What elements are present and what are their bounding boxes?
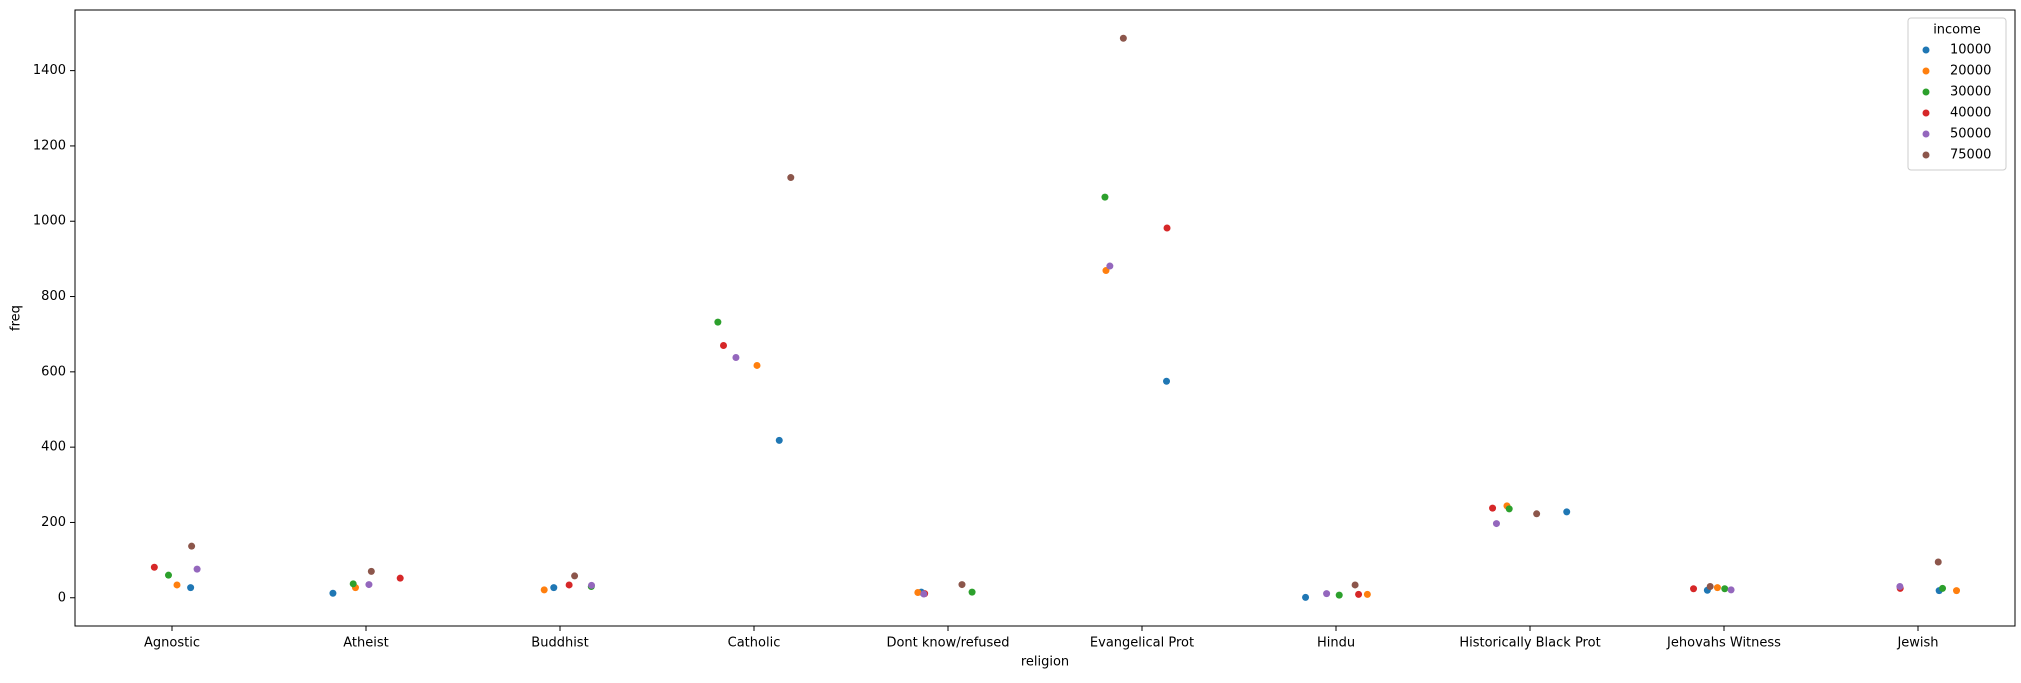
x-axis-label: religion <box>1021 655 1069 670</box>
point <box>1163 377 1171 385</box>
legend-label: 30000 <box>1950 85 1991 100</box>
point <box>714 318 722 326</box>
x-tick-label: Jehovahs Witness <box>1666 636 1781 651</box>
y-tick-label: 600 <box>41 364 66 379</box>
point <box>1505 505 1513 513</box>
point <box>914 588 922 596</box>
point <box>329 589 337 597</box>
point <box>365 581 373 589</box>
legend-marker <box>1922 130 1930 138</box>
point <box>732 354 740 362</box>
x-tick-label: Catholic <box>728 636 781 651</box>
point <box>1721 585 1729 593</box>
point <box>1690 585 1698 593</box>
x-tick-label: Evangelical Prot <box>1090 636 1194 651</box>
x-tick-label: Historically Black Prot <box>1459 636 1600 651</box>
point <box>1163 224 1171 232</box>
point <box>1323 590 1331 598</box>
point <box>1101 193 1109 201</box>
legend-marker <box>1922 67 1930 75</box>
point <box>187 584 195 592</box>
point <box>1934 558 1942 566</box>
x-tick-label: Hindu <box>1317 636 1355 651</box>
point <box>1713 584 1721 592</box>
x-tick-label: Jewish <box>1896 636 1938 651</box>
point <box>349 580 357 588</box>
legend-label: 50000 <box>1950 127 1991 142</box>
y-tick-label: 800 <box>41 289 66 304</box>
legend-marker <box>1922 109 1930 117</box>
legend-marker <box>1922 46 1930 54</box>
point <box>1119 34 1127 42</box>
point <box>1563 508 1571 516</box>
point <box>565 581 573 589</box>
point <box>720 341 728 349</box>
legend-label: 40000 <box>1950 106 1991 121</box>
point <box>550 584 558 592</box>
plot-frame <box>74 9 2016 627</box>
point <box>1727 586 1735 594</box>
x-tick-label: Atheist <box>343 636 388 651</box>
x-tick-label: Agnostic <box>144 636 200 651</box>
x-tick-label: Buddhist <box>531 636 588 651</box>
point <box>1489 504 1497 512</box>
point <box>1335 591 1343 599</box>
point <box>1533 510 1541 518</box>
y-tick-label: 0 <box>58 590 66 605</box>
legend-marker <box>1922 88 1930 96</box>
y-tick-label: 200 <box>41 515 66 530</box>
point <box>193 565 201 573</box>
x-tick-label: Dont know/refused <box>886 636 1009 651</box>
point <box>1953 587 1961 595</box>
y-tick-label: 1000 <box>33 214 66 229</box>
legend-label: 75000 <box>1950 148 1991 163</box>
point <box>571 572 579 580</box>
point <box>1355 590 1363 598</box>
y-tick-label: 1400 <box>33 63 66 78</box>
point <box>787 174 795 182</box>
point <box>540 586 548 594</box>
point <box>1302 593 1310 601</box>
legend-marker <box>1922 151 1930 159</box>
point <box>588 581 596 589</box>
legend-title: income <box>1933 23 1981 38</box>
point <box>188 542 196 550</box>
point <box>164 571 172 579</box>
point <box>367 567 375 575</box>
point <box>1351 581 1359 589</box>
point <box>968 588 976 596</box>
point <box>1492 520 1500 528</box>
point <box>1363 590 1371 598</box>
point <box>1706 582 1714 590</box>
point <box>775 436 783 444</box>
legend-box <box>1907 17 2007 171</box>
y-axis-label: freq <box>9 305 24 331</box>
y-tick-label: 400 <box>41 440 66 455</box>
point <box>958 581 966 589</box>
y-tick-label: 1200 <box>33 138 66 153</box>
point <box>150 563 158 571</box>
point <box>920 590 928 598</box>
legend-label: 20000 <box>1950 64 1991 79</box>
point <box>1106 262 1114 270</box>
point <box>753 361 761 369</box>
point <box>396 574 404 582</box>
point <box>1896 582 1904 590</box>
point <box>173 581 181 589</box>
legend-label: 10000 <box>1950 43 1991 58</box>
point <box>1939 584 1947 592</box>
